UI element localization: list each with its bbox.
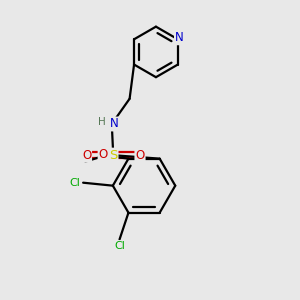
Text: O: O	[135, 149, 145, 162]
Text: O: O	[82, 149, 91, 162]
Text: N: N	[110, 118, 119, 130]
Text: O: O	[99, 148, 108, 161]
Text: S: S	[109, 149, 117, 162]
Text: Cl: Cl	[69, 178, 80, 188]
Text: H: H	[98, 117, 106, 127]
Text: Cl: Cl	[114, 241, 125, 251]
Text: N: N	[175, 31, 184, 44]
